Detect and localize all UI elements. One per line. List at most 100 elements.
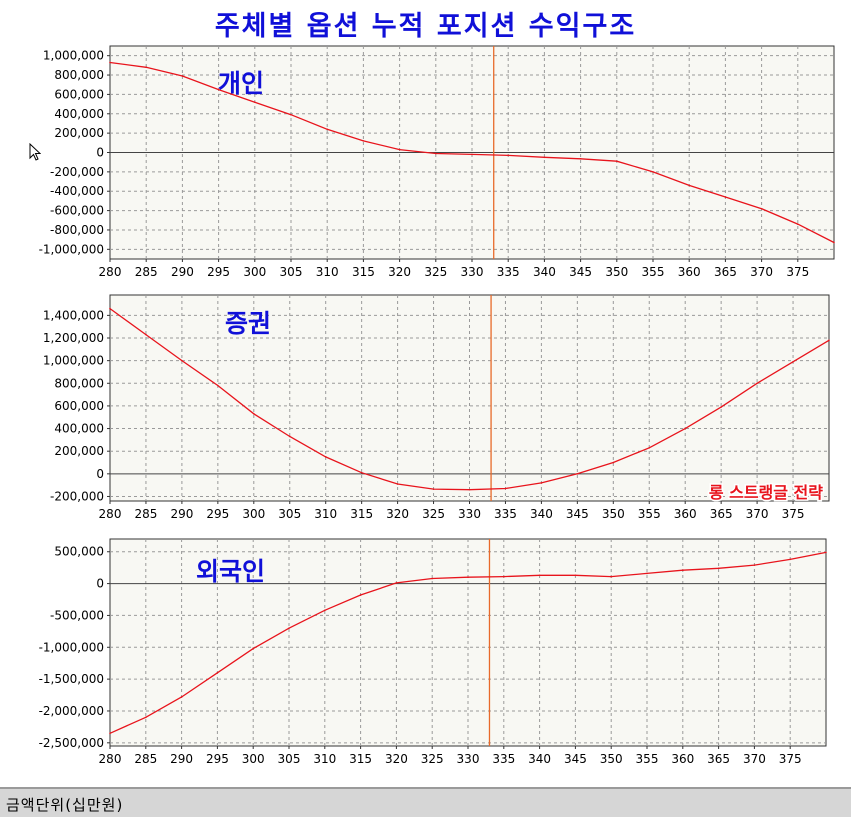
data-point: [503, 575, 505, 578]
chart-panel-2: 280 285 290 295 300 305 310 315 320 325 330 335 340 3…: [43, 294, 830, 521]
data-point: [616, 160, 618, 163]
y-tick-label: 200,000: [54, 444, 104, 458]
data-point: [288, 435, 291, 438]
data-point: [648, 447, 651, 449]
x-tick-label: 350: [602, 507, 625, 521]
charts-canvas: 280 285 290 295 300 305 310 315 320 325 330 335 340 3…: [39, 45, 835, 766]
y-tick-label: -800,000: [50, 223, 104, 237]
data-point: [717, 567, 720, 570]
x-tick-label: 305: [278, 507, 301, 521]
panel-label: 개인: [218, 69, 264, 98]
data-point: [833, 241, 835, 244]
chart-panel-1: 280 285 290 295 300 305 310 315 320 325 330 335 340 3…: [39, 45, 835, 279]
x-tick-label: 280: [99, 752, 122, 766]
y-tick-label: -200,000: [50, 165, 104, 179]
data-point: [574, 574, 577, 577]
x-tick-label: 315: [352, 265, 375, 279]
x-tick-label: 290: [171, 265, 194, 279]
data-point: [828, 339, 830, 342]
x-tick-label: 335: [492, 752, 515, 766]
y-tick-label: -200,000: [50, 489, 104, 503]
data-point: [253, 413, 255, 415]
data-point: [646, 572, 648, 575]
data-point: [610, 575, 612, 578]
x-tick-label: 315: [349, 752, 372, 766]
x-tick-label: 285: [135, 265, 158, 279]
x-tick-label: 305: [280, 265, 303, 279]
data-point: [109, 61, 111, 64]
data-point: [467, 576, 469, 579]
y-tick-label: 0: [96, 467, 104, 481]
data-point: [538, 574, 541, 577]
y-tick-label: 0: [96, 577, 104, 591]
y-tick-label: 1,400,000: [43, 308, 104, 322]
y-tick-label: -2,500,000: [39, 736, 104, 750]
x-tick-label: 365: [707, 752, 730, 766]
y-tick-label: 800,000: [54, 376, 104, 390]
x-tick-label: 350: [600, 752, 623, 766]
data-point: [682, 569, 684, 572]
x-tick-label: 345: [569, 265, 592, 279]
data-point: [290, 113, 292, 116]
x-tick-label: 370: [750, 265, 773, 279]
data-point: [792, 360, 794, 363]
data-point: [217, 88, 220, 91]
panel-label: 증권: [225, 309, 271, 338]
data-point: [720, 406, 722, 408]
x-tick-label: 365: [714, 265, 737, 279]
chart-panel-3: 280 285 290 295 300 305 310 315 320 325 330 335 340 3…: [39, 538, 827, 766]
x-tick-label: 355: [636, 752, 659, 766]
x-tick-label: 345: [566, 507, 589, 521]
x-tick-label: 280: [99, 507, 122, 521]
data-point: [724, 196, 727, 198]
x-tick-label: 340: [528, 752, 551, 766]
x-tick-label: 330: [461, 265, 484, 279]
x-tick-label: 320: [385, 752, 408, 766]
status-bar: 금액단위(십만원): [0, 787, 851, 817]
y-tick-label: 600,000: [54, 87, 104, 101]
x-tick-label: 320: [388, 265, 411, 279]
x-tick-label: 360: [678, 265, 701, 279]
panel-label: 외국인: [196, 557, 265, 586]
data-point: [326, 128, 329, 131]
y-tick-label: 1,000,000: [43, 354, 104, 368]
data-point: [359, 594, 362, 596]
data-point: [324, 456, 327, 458]
x-tick-label: 315: [350, 507, 373, 521]
x-tick-label: 280: [99, 265, 122, 279]
data-point: [543, 156, 546, 159]
data-point: [431, 577, 434, 580]
unit-label: 금액단위(십만원): [6, 796, 124, 814]
x-tick-label: 360: [671, 752, 694, 766]
data-point: [180, 696, 183, 698]
y-tick-label: 600,000: [54, 399, 104, 413]
data-point: [504, 487, 507, 490]
data-point: [540, 482, 543, 484]
x-tick-label: 310: [314, 507, 337, 521]
data-point: [576, 473, 579, 475]
x-tick-label: 320: [386, 507, 409, 521]
x-tick-label: 355: [642, 265, 665, 279]
y-tick-label: -2,000,000: [39, 704, 104, 718]
x-tick-label: 310: [313, 752, 336, 766]
mouse-pointer-icon: [29, 142, 42, 165]
x-tick-label: 325: [424, 265, 447, 279]
y-tick-label: 0: [96, 146, 104, 160]
data-point: [760, 207, 763, 210]
x-tick-label: 335: [494, 507, 517, 521]
y-tick-label: -1,000,000: [39, 242, 104, 256]
data-point: [432, 488, 435, 490]
x-tick-label: 310: [316, 265, 339, 279]
data-point: [254, 101, 256, 103]
x-tick-label: 360: [674, 507, 697, 521]
data-point: [217, 384, 219, 387]
data-point: [395, 582, 398, 584]
data-point: [468, 488, 471, 491]
y-tick-label: 400,000: [54, 422, 104, 436]
data-point: [652, 171, 654, 173]
x-tick-label: 295: [206, 507, 229, 521]
x-tick-label: 290: [170, 507, 193, 521]
y-tick-label: 1,200,000: [43, 331, 104, 345]
data-point: [360, 471, 363, 474]
x-tick-label: 300: [243, 265, 266, 279]
